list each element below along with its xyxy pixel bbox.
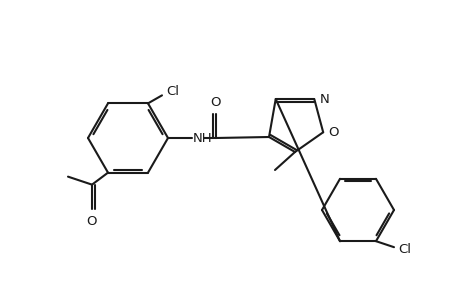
Text: Cl: Cl bbox=[166, 85, 179, 98]
Text: NH: NH bbox=[193, 131, 212, 145]
Text: Cl: Cl bbox=[397, 243, 410, 256]
Text: N: N bbox=[319, 92, 328, 106]
Text: O: O bbox=[327, 126, 338, 139]
Text: O: O bbox=[210, 96, 221, 109]
Text: O: O bbox=[87, 214, 97, 228]
